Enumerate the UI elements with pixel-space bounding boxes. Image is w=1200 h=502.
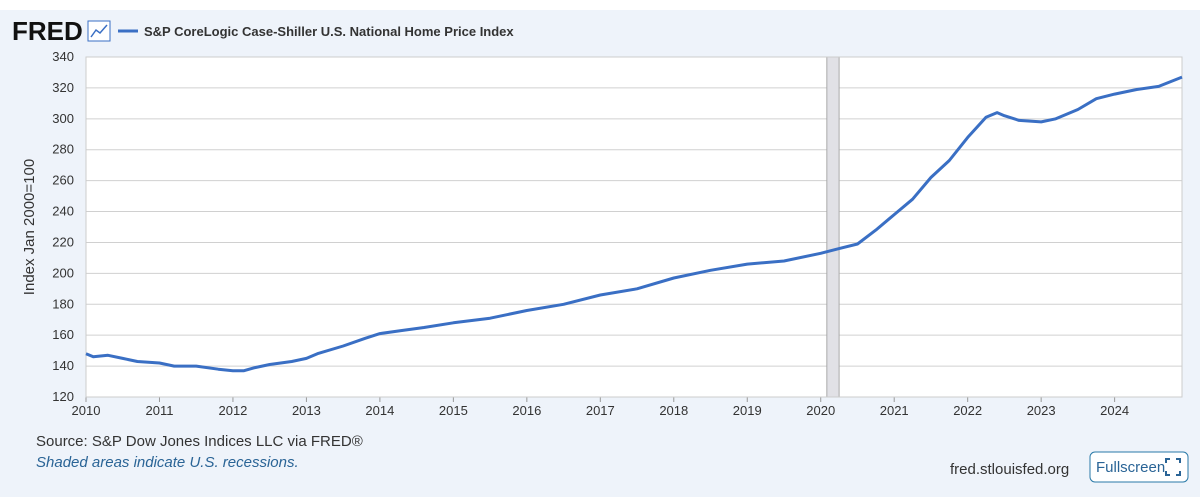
logo-icon <box>87 20 111 42</box>
series-line <box>85 75 1183 373</box>
x-tick-label: 2020 <box>806 403 835 418</box>
y-axis-label: Index Jan 2000=100 <box>21 159 38 295</box>
x-tick-label: 2023 <box>1027 403 1056 418</box>
x-tick-label: 2011 <box>145 403 173 418</box>
url: fred.stlouisfed.org <box>950 461 1069 478</box>
x-tick-label: 2010 <box>72 403 101 418</box>
legend-label: S&P CoreLogic Case-Shiller U.S. National… <box>144 24 514 39</box>
y-tick-label: 140 <box>52 358 74 373</box>
y-tick-label: 120 <box>52 389 74 404</box>
x-tick-label: 2022 <box>953 403 982 418</box>
recession-band <box>826 56 840 398</box>
x-tick-label: 2016 <box>512 403 541 418</box>
x-tick-label: 2013 <box>292 403 321 418</box>
source: Source: S&P Dow Jones Indices LLC via FR… <box>36 433 363 450</box>
x-tick-label: 2015 <box>439 403 468 418</box>
logo: FRED <box>12 16 83 46</box>
x-tick-label: 2012 <box>218 403 247 418</box>
x-tick-label: 2024 <box>1100 403 1129 418</box>
logo-icon <box>90 24 108 38</box>
y-tick-label: 180 <box>52 296 74 311</box>
plot-border <box>85 56 1183 398</box>
fullscreen-label[interactable]: Fullscreen <box>1096 459 1165 476</box>
x-tick-label: 2018 <box>659 403 688 418</box>
y-tick-label: 220 <box>52 234 74 249</box>
y-tick-label: 280 <box>52 142 74 157</box>
y-tick-label: 300 <box>52 111 74 126</box>
x-tick-label: 2021 <box>880 403 909 418</box>
plot-area <box>86 57 1182 397</box>
y-tick-label: 160 <box>52 327 74 342</box>
x-tick-label: 2014 <box>365 403 394 418</box>
y-tick-label: 320 <box>52 80 74 95</box>
y-tick-label: 240 <box>52 204 74 219</box>
note: Shaded areas indicate U.S. recessions. <box>36 454 299 471</box>
y-tick-label: 200 <box>52 265 74 280</box>
y-tick-label: 260 <box>52 173 74 188</box>
x-tick-label: 2019 <box>733 403 762 418</box>
y-tick-label: 340 <box>52 49 74 64</box>
fullscreen-icon[interactable] <box>1165 458 1181 476</box>
x-tick-label: 2017 <box>586 403 615 418</box>
fullscreen-button[interactable] <box>1089 451 1189 483</box>
